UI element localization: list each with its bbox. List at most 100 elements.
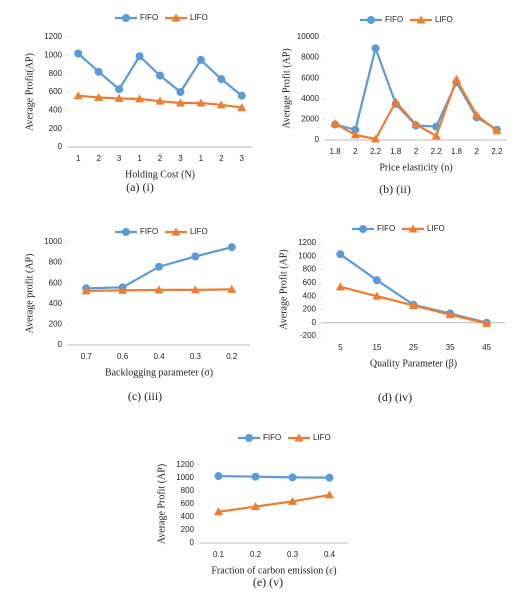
marker (237, 91, 246, 100)
marker (335, 282, 345, 291)
marker (227, 243, 236, 252)
marker (336, 250, 345, 259)
x-tick-label: 0.1 (213, 550, 225, 559)
x-tick-label: 5 (338, 343, 343, 352)
legend-marker (416, 15, 426, 24)
marker (350, 130, 360, 139)
y-tick-label: 0 (58, 142, 63, 151)
legend-marker (359, 225, 367, 233)
legend-marker (122, 14, 130, 22)
marker (411, 120, 421, 129)
marker (237, 103, 247, 112)
x-tick-label: 2.2 (491, 147, 503, 156)
y-tick-label: 200 (181, 525, 195, 534)
y-tick-label: 1200 (176, 460, 194, 469)
y-tick-label: 0 (190, 538, 195, 547)
marker (216, 100, 226, 109)
y-tick-label: 1000 (298, 251, 316, 260)
x-tick-label: 0.2 (226, 352, 238, 361)
legend-label: FIFO (263, 433, 281, 442)
marker (227, 284, 237, 293)
legend-label: LIFO (190, 13, 208, 22)
marker (155, 262, 163, 271)
marker (288, 473, 297, 482)
series-line (334, 44, 498, 132)
chart: 0 200 400 600 800 1000 0.7 0.6 0.4 0.3 0.2 Backlogg… (24, 227, 250, 403)
marker (190, 285, 200, 294)
x-tick-label: 2 (353, 147, 358, 156)
caption: (c) (iii) (128, 389, 162, 403)
legend-label: FIFO (140, 227, 158, 236)
marker (372, 276, 381, 285)
y-tick-label: 600 (303, 278, 317, 287)
y-tick-label: 2000 (301, 115, 319, 124)
x-tick-label: 1.8 (390, 147, 402, 156)
x-tick-label: 0.3 (190, 352, 202, 361)
legend-label: LIFO (435, 15, 453, 24)
caption: (a) (i) (126, 180, 154, 194)
chart: 0 200 400 600 800 1000 1200 0.1 0.2 0.3 0.4 Fractio… (156, 433, 348, 589)
marker (155, 96, 165, 105)
marker (156, 71, 164, 80)
chart: -200 0 200 400 600 800 1000 1200 5 15 25 35 45 Qualit… (278, 224, 505, 404)
y-tick-label: 200 (49, 124, 63, 133)
marker (371, 134, 381, 143)
marker (391, 97, 401, 106)
y-axis-label: Average Profit(AP) (24, 53, 35, 131)
x-tick-label: 0.6 (117, 352, 129, 361)
marker (81, 286, 91, 295)
marker (445, 310, 455, 319)
x-tick-label: 1 (137, 154, 142, 163)
y-axis-label: Average Profit (AP) (281, 48, 292, 128)
x-tick-label: 0.4 (324, 550, 336, 559)
y-tick-label: 600 (181, 499, 195, 508)
y-tick-label: 1000 (44, 237, 62, 246)
marker (94, 93, 104, 101)
marker (114, 93, 124, 102)
y-tick-label: 400 (181, 512, 195, 521)
legend-marker (122, 228, 130, 236)
marker (115, 85, 124, 94)
marker (214, 507, 223, 516)
marker (482, 318, 492, 327)
y-tick-label: 4000 (301, 94, 319, 103)
y-tick-label: 0 (315, 135, 320, 144)
marker (451, 74, 461, 83)
x-tick-label: 3 (178, 154, 183, 163)
y-tick-label: 400 (49, 299, 63, 308)
marker (217, 75, 226, 84)
marker (371, 44, 380, 53)
marker (196, 55, 205, 64)
y-tick-label: 800 (303, 265, 317, 274)
series-line (339, 253, 487, 324)
marker (288, 496, 297, 505)
marker (492, 126, 502, 135)
legend-label: FIFO (377, 224, 395, 233)
x-axis-label: Backlogging parameter (σ) (105, 367, 213, 378)
x-tick-label: 3 (240, 154, 245, 163)
x-tick-label: 2 (219, 154, 224, 163)
x-tick-label: 2.2 (370, 147, 382, 156)
legend-label: FIFO (140, 13, 158, 22)
y-tick-label: 400 (49, 105, 63, 114)
legend-label: LIFO (190, 227, 208, 236)
x-tick-label: 0.2 (250, 550, 262, 559)
y-tick-label: 10000 (297, 32, 320, 41)
x-tick-label: 2 (158, 154, 163, 163)
x-axis-label: Fraction of carbon emission (ε) (211, 565, 336, 576)
y-tick-label: 200 (49, 320, 63, 329)
x-axis-label: Quality Parameter (β) (370, 358, 457, 369)
series-line (218, 474, 330, 479)
y-tick-label: 1000 (44, 50, 62, 59)
marker (175, 98, 185, 107)
caption: (d) (iv) (378, 390, 412, 404)
x-tick-label: 3 (117, 154, 122, 163)
legend-marker (408, 224, 418, 233)
chart: 0 2000 4000 6000 8000 10000 1.8 2 2.2 1.8 2 2.2 1.8 2… (281, 15, 507, 196)
marker (214, 472, 223, 481)
legend-marker (245, 434, 253, 442)
legend-label: LIFO (313, 433, 331, 442)
marker (325, 473, 334, 482)
legend-marker (171, 227, 181, 236)
